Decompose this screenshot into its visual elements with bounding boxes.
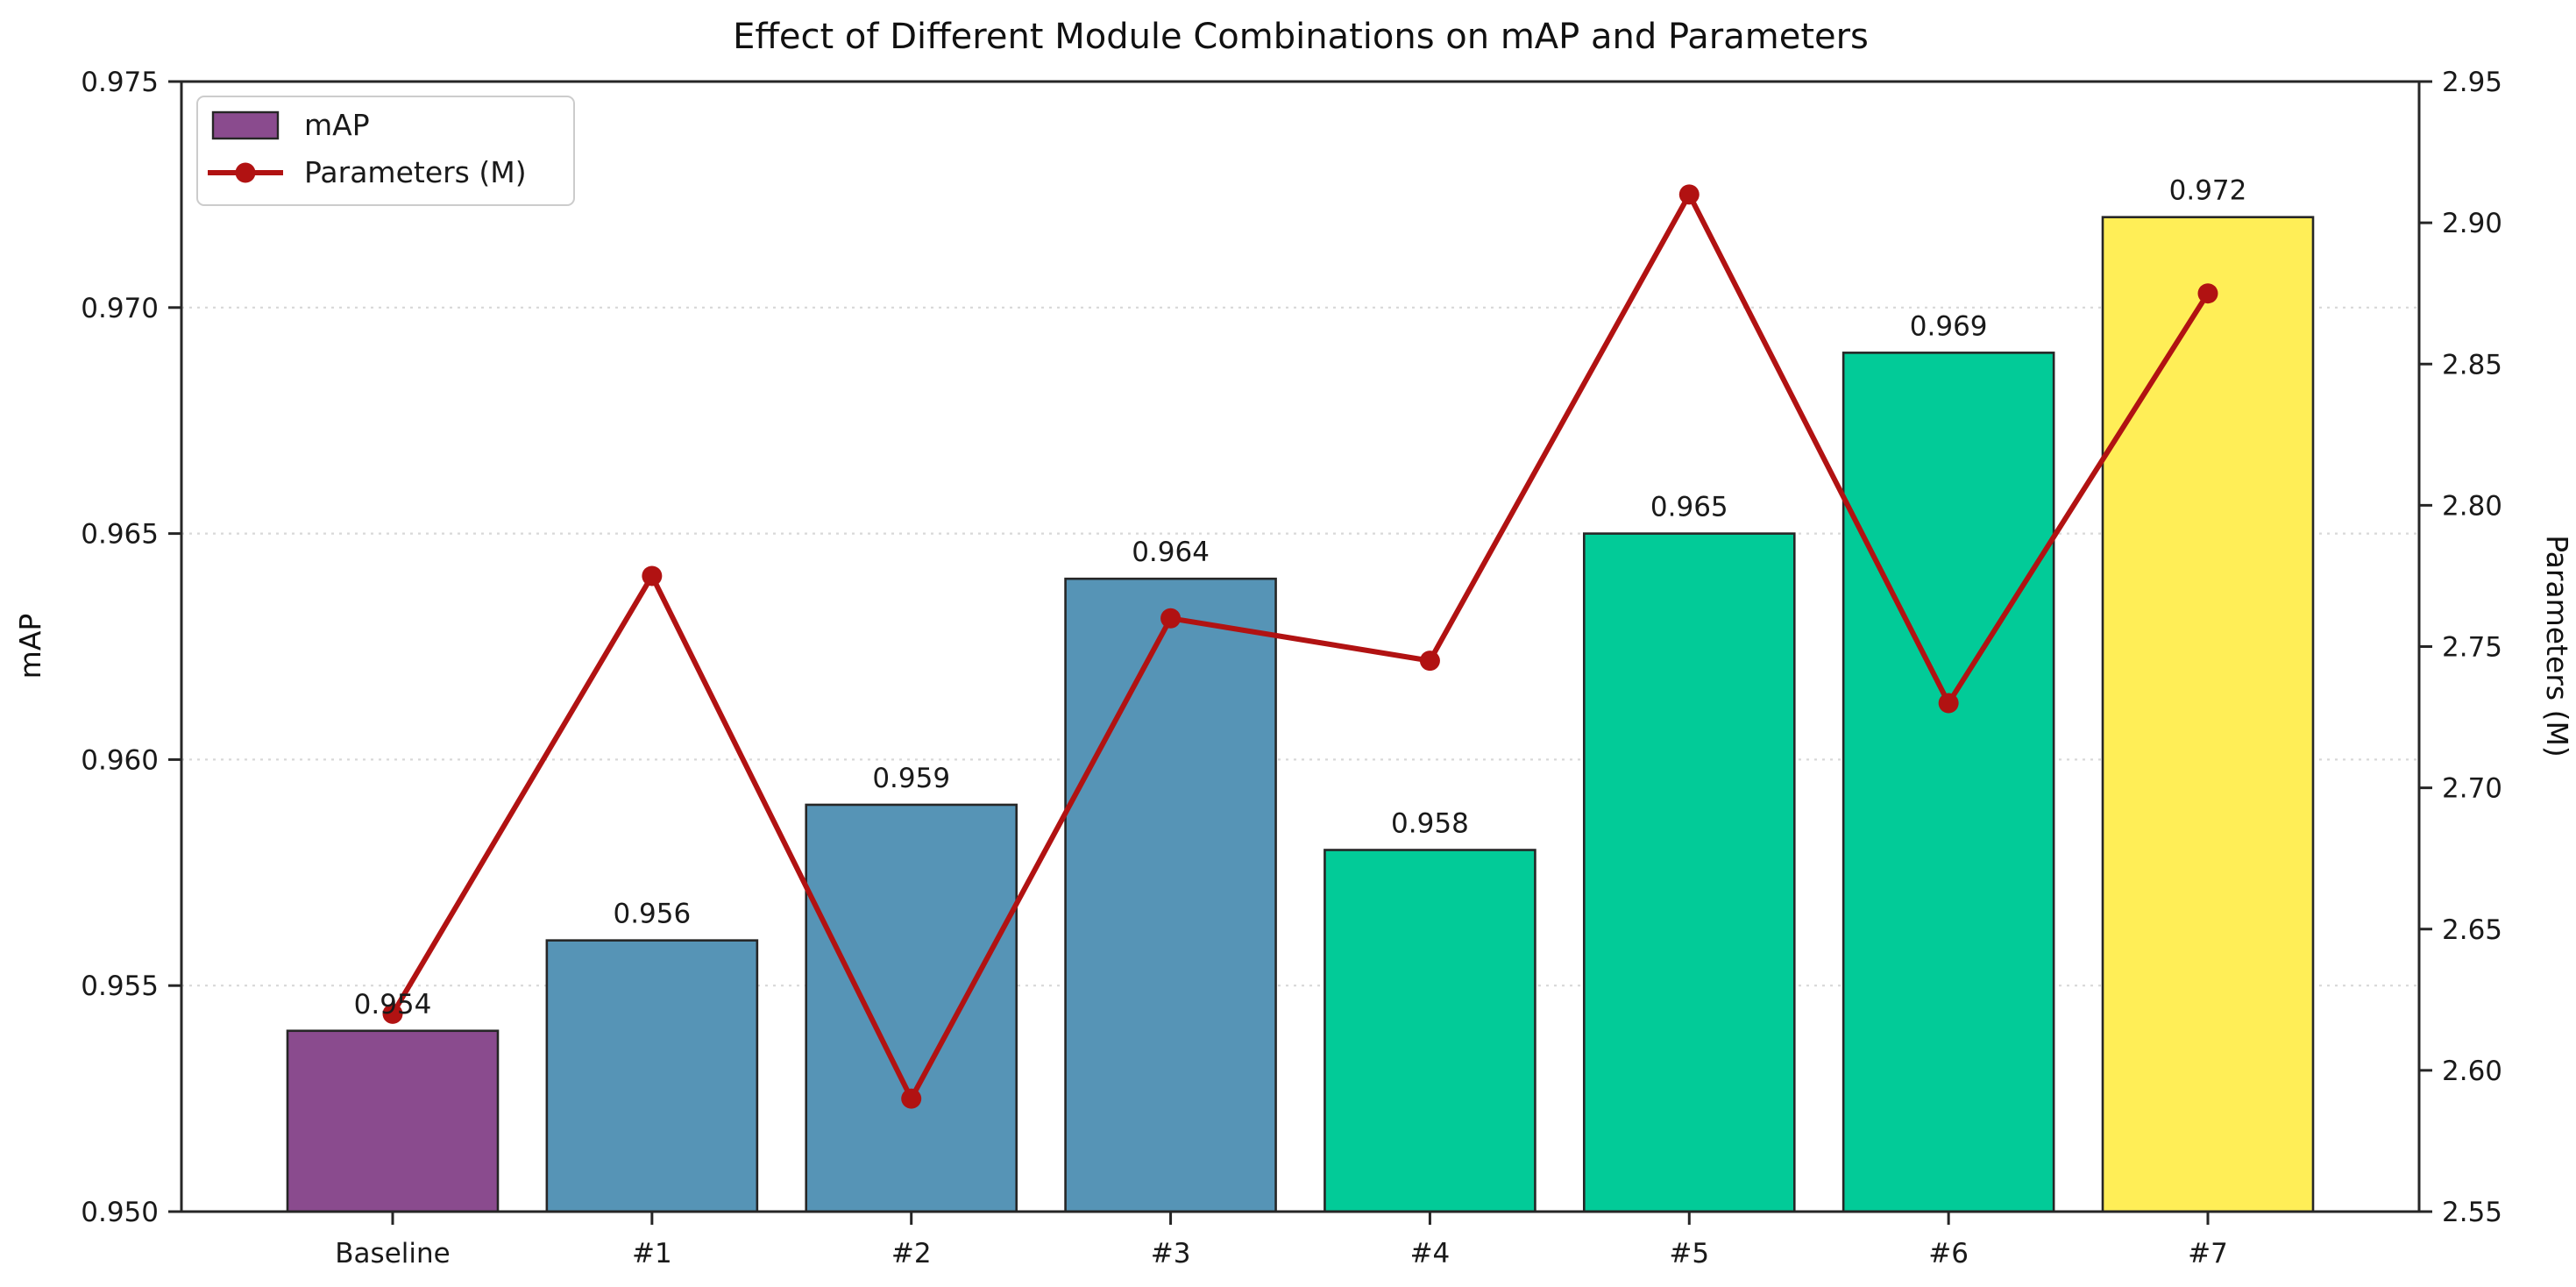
bar-value-label: 0.954 bbox=[354, 989, 432, 1020]
bar-#5 bbox=[1582, 532, 1796, 1213]
data-point-#5 bbox=[1678, 184, 1700, 205]
right-tick-label: 2.65 bbox=[2442, 914, 2502, 946]
bar-value-label: 0.969 bbox=[1910, 310, 1988, 342]
bars-layer bbox=[286, 216, 2315, 1213]
data-point-#4 bbox=[1419, 651, 1440, 672]
parameters-line bbox=[390, 191, 2211, 1102]
left-tick-label: 0.960 bbox=[81, 744, 159, 776]
gridlines-layer bbox=[181, 306, 2419, 987]
legend-swatch-map bbox=[211, 110, 280, 140]
x-tick-label-#6: #6 bbox=[1928, 1238, 1969, 1269]
data-point-Baseline bbox=[382, 1003, 403, 1024]
right-tick-label: 2.95 bbox=[2442, 67, 2502, 98]
bar-value-label: 0.956 bbox=[613, 899, 691, 930]
legend: mAP Parameters (M) bbox=[196, 96, 575, 206]
chart-title: Effect of Different Module Combinations … bbox=[733, 17, 1869, 57]
bar-#3 bbox=[1064, 577, 1277, 1213]
bar-value-labels-layer: 0.954 0.956 0.959 0.964 0.958 0.965 0.969 0.972 bbox=[354, 175, 2247, 1020]
x-tick-label-#5: #5 bbox=[1669, 1238, 1709, 1269]
bar-value-label: 0.958 bbox=[1391, 808, 1469, 840]
bar-value-label: 0.964 bbox=[1132, 537, 1210, 568]
right-tick-label: 2.90 bbox=[2442, 208, 2502, 239]
left-tick-label: 0.975 bbox=[81, 67, 159, 98]
legend-marker-parameters bbox=[235, 162, 256, 183]
axes-layer: 0.950 0.955 0.960 0.965 0.970 0.975 2.55 2.60 2.… bbox=[81, 67, 2502, 1269]
bar-#1 bbox=[545, 939, 759, 1213]
left-axis-label: mAP bbox=[13, 614, 47, 679]
bar-Baseline bbox=[286, 1029, 500, 1213]
bar-#2 bbox=[805, 803, 1018, 1213]
right-tick-label: 2.80 bbox=[2442, 490, 2502, 522]
right-tick-label: 2.75 bbox=[2442, 632, 2502, 664]
x-tick-label-Baseline: Baseline bbox=[335, 1238, 450, 1269]
x-tick-label-#7: #7 bbox=[2188, 1238, 2228, 1269]
data-point-#2 bbox=[901, 1088, 922, 1109]
x-tick-label-#3: #3 bbox=[1151, 1238, 1191, 1269]
left-tick-label: 0.970 bbox=[81, 293, 159, 324]
x-tick-label-#2: #2 bbox=[891, 1238, 932, 1269]
plot-border bbox=[180, 80, 2421, 1213]
line-series-layer bbox=[382, 184, 2218, 1109]
x-tick-label-#1: #1 bbox=[632, 1238, 672, 1269]
right-tick-label: 2.70 bbox=[2442, 773, 2502, 805]
bar-value-label: 0.972 bbox=[2169, 175, 2247, 207]
left-tick-label: 0.955 bbox=[81, 971, 159, 1002]
legend-label-parameters: Parameters (M) bbox=[304, 155, 527, 189]
right-tick-label: 2.55 bbox=[2442, 1197, 2502, 1228]
x-tick-label-#4: #4 bbox=[1410, 1238, 1451, 1269]
data-point-#3 bbox=[1160, 608, 1182, 629]
legend-label-map: mAP bbox=[304, 108, 370, 142]
bar-#7 bbox=[2101, 216, 2315, 1213]
data-point-#1 bbox=[642, 565, 663, 587]
data-point-#7 bbox=[2197, 283, 2218, 304]
legend-box bbox=[196, 96, 575, 206]
right-tick-label: 2.60 bbox=[2442, 1056, 2502, 1087]
right-tick-label: 2.85 bbox=[2442, 349, 2502, 380]
bar-value-label: 0.965 bbox=[1650, 492, 1728, 523]
right-axis-label: Parameters (M) bbox=[2540, 535, 2574, 757]
bar-#6 bbox=[1842, 352, 2055, 1213]
bar-#4 bbox=[1323, 849, 1536, 1213]
bar-value-label: 0.959 bbox=[872, 763, 950, 794]
left-tick-label: 0.965 bbox=[81, 519, 159, 551]
data-point-#6 bbox=[1938, 693, 1959, 714]
left-tick-label: 0.950 bbox=[81, 1197, 159, 1228]
